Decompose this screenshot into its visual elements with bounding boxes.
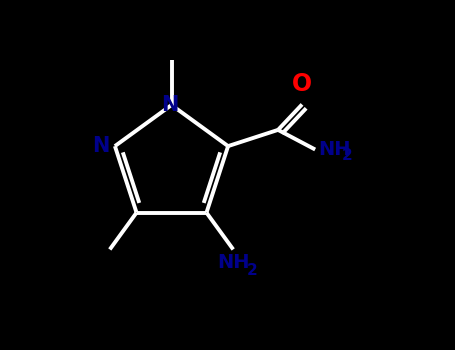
Text: NH: NH [217, 253, 249, 272]
Text: O: O [292, 72, 312, 96]
Text: 2: 2 [247, 263, 257, 278]
Text: N: N [92, 136, 110, 156]
Text: NH: NH [318, 140, 351, 159]
Text: N: N [161, 95, 178, 115]
Text: 2: 2 [341, 148, 352, 163]
